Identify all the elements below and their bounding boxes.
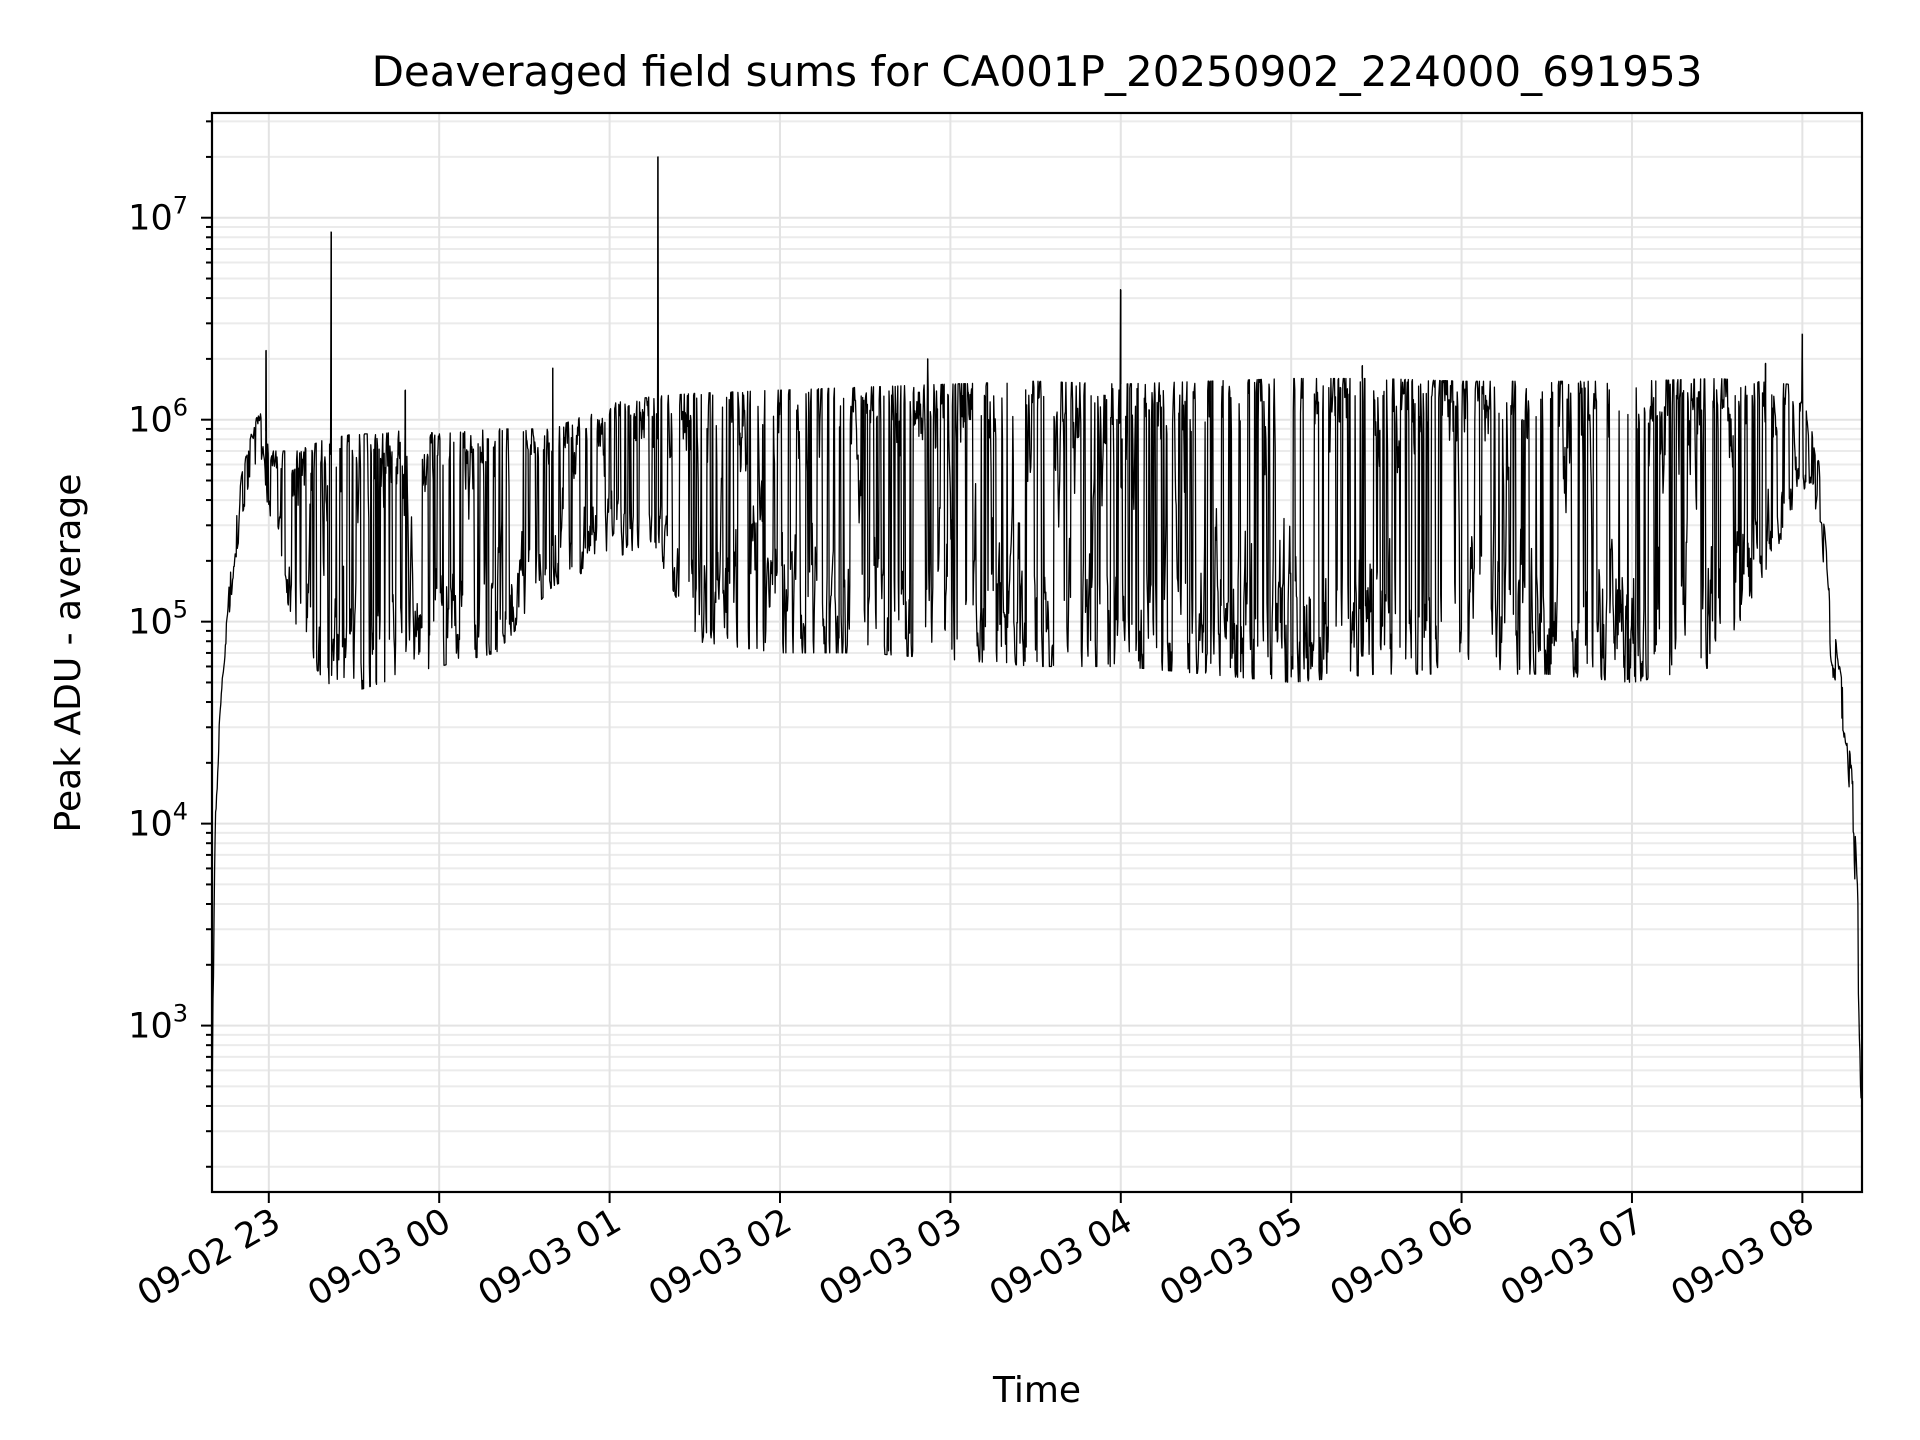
series-layer — [211, 156, 1863, 1129]
y-tick-exponent: 5 — [173, 596, 188, 624]
y-tick-label: 103 — [128, 1000, 188, 1047]
y-tick-label: 104 — [128, 798, 188, 845]
chart-title: Deaveraged field sums for CA001P_2025090… — [372, 47, 1703, 96]
y-tick-base: 10 — [128, 603, 173, 643]
y-tick-base: 10 — [128, 1007, 173, 1047]
x-axis-label: Time — [992, 1370, 1081, 1411]
y-tick-exponent: 6 — [173, 394, 188, 422]
series-line — [211, 156, 1863, 1129]
y-tick-base: 10 — [128, 401, 173, 441]
y-tick-base: 10 — [128, 805, 173, 845]
y-tick-label: 106 — [128, 394, 188, 441]
y-tick-exponent: 3 — [173, 1000, 188, 1028]
y-tick-exponent: 7 — [173, 192, 188, 220]
y-tick-base: 10 — [128, 199, 173, 239]
y-tick-label: 107 — [128, 192, 188, 239]
y-tick-exponent: 4 — [173, 798, 188, 826]
y-axis-label: Peak ADU - average — [48, 474, 89, 833]
y-tick-label: 105 — [128, 596, 188, 643]
